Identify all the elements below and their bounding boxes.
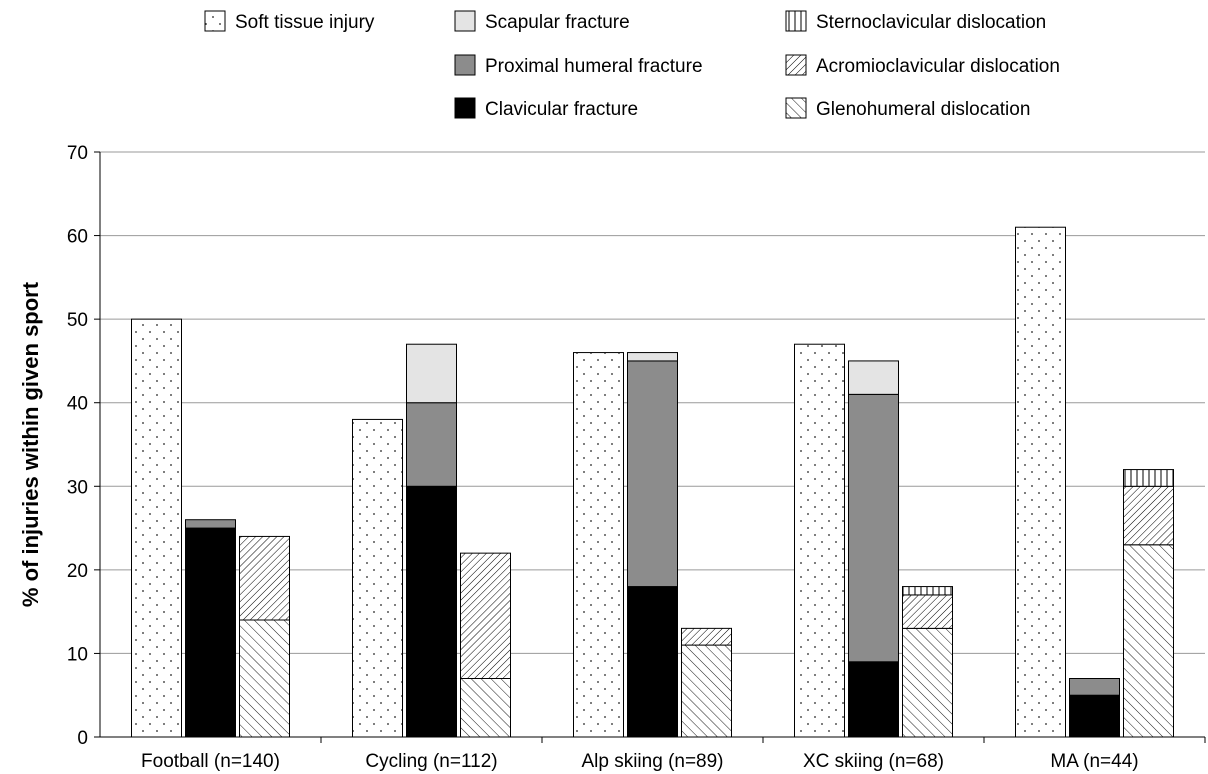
- y-tick-label-0: 0: [77, 728, 88, 749]
- legend-swatch-glenohumeral-dislocation: [785, 97, 807, 119]
- legend-swatch-acromioclavicular-dislocation: [785, 54, 807, 76]
- legend-label-glenohumeral-dislocation: Glenohumeral dislocation: [816, 99, 1030, 120]
- y-axis: 0 10 20 30 40 50 60 70: [67, 143, 101, 749]
- bar-alp-skiing-n-89-soft-tissue-injury: [573, 352, 624, 738]
- y-tick-label-20: 20: [67, 561, 88, 582]
- bar-xc-skiing-n-68-soft-tissue-injury: [794, 343, 845, 738]
- legend-swatch-scapular-fracture: [454, 10, 476, 32]
- y-tick-label-50: 50: [67, 310, 88, 331]
- bar-xc-skiing-n-68-sternoclavicular-dislocation: [902, 586, 953, 596]
- x-tick-label-cycling-n-112: Cycling (n=112): [365, 751, 497, 772]
- bar-cycling-n-112-scapular-fracture: [406, 343, 457, 404]
- y-tick-label-60: 60: [67, 227, 88, 248]
- legend-label-clavicular-fracture: Clavicular fracture: [485, 99, 638, 120]
- bar-cycling-n-112-glenohumeral-dislocation: [460, 678, 511, 738]
- legend-item-glenohumeral-dislocation: Glenohumeral dislocation: [785, 97, 1030, 120]
- bar-xc-skiing-n-68-glenohumeral-dislocation: [902, 627, 953, 738]
- y-tick-label-40: 40: [67, 394, 88, 415]
- bar-xc-skiing-n-68-clavicular-fracture: [848, 661, 899, 738]
- bars: [131, 226, 1174, 738]
- bar-ma-n-44-proximal-humeral-fracture: [1069, 678, 1120, 696]
- bar-cycling-n-112-clavicular-fracture: [406, 485, 457, 738]
- legend-label-scapular-fracture: Scapular fracture: [485, 12, 630, 33]
- bar-football-n-140-glenohumeral-dislocation: [239, 619, 290, 738]
- x-axis: Football (n=140) Cycling (n=112) Alp skiin…: [100, 736, 1206, 772]
- bar-ma-n-44-soft-tissue-injury: [1015, 226, 1066, 738]
- bar-alp-skiing-n-89-acromioclavicular-dislocation: [681, 627, 732, 646]
- bar-cycling-n-112-proximal-humeral-fracture: [406, 402, 457, 487]
- y-tick-label-70: 70: [67, 143, 88, 164]
- bar-xc-skiing-n-68-proximal-humeral-fracture: [848, 393, 899, 663]
- legend-swatch-sternoclavicular-dislocation: [785, 10, 807, 32]
- x-tick-label-football-n-140: Football (n=140): [141, 751, 280, 772]
- legend-item-acromioclavicular-dislocation: Acromioclavicular dislocation: [785, 54, 1060, 77]
- y-tick-label-30: 30: [67, 477, 88, 498]
- bar-football-n-140-proximal-humeral-fracture: [185, 519, 236, 529]
- bar-cycling-n-112-soft-tissue-injury: [352, 418, 403, 738]
- bar-alp-skiing-n-89-clavicular-fracture: [627, 586, 678, 738]
- bar-football-n-140-soft-tissue-injury: [131, 318, 182, 738]
- legend-swatch-clavicular-fracture: [454, 97, 476, 119]
- legend-item-proximal-humeral-fracture: Proximal humeral fracture: [454, 54, 703, 77]
- bar-ma-n-44-sternoclavicular-dislocation: [1123, 469, 1174, 487]
- bar-football-n-140-acromioclavicular-dislocation: [239, 535, 290, 621]
- legend: Soft tissue injury Scapular fracture Stern…: [204, 10, 1060, 120]
- bar-football-n-140-clavicular-fracture: [185, 527, 236, 738]
- bar-ma-n-44-clavicular-fracture: [1069, 694, 1120, 738]
- bar-ma-n-44-acromioclavicular-dislocation: [1123, 485, 1174, 546]
- legend-label-sternoclavicular-dislocation: Sternoclavicular dislocation: [816, 12, 1046, 33]
- legend-item-scapular-fracture: Scapular fracture: [454, 10, 630, 33]
- legend-item-sternoclavicular-dislocation: Sternoclavicular dislocation: [785, 10, 1046, 33]
- x-tick-label-alp-skiing-n-89: Alp skiing (n=89): [581, 751, 723, 772]
- legend-label-soft-tissue-injury: Soft tissue injury: [235, 12, 375, 33]
- legend-label-proximal-humeral-fracture: Proximal humeral fracture: [485, 56, 703, 77]
- legend-item-soft-tissue-injury: Soft tissue injury: [204, 10, 375, 33]
- bar-ma-n-44-glenohumeral-dislocation: [1123, 544, 1174, 738]
- x-tick-label-ma-n-44: MA (n=44): [1050, 751, 1138, 772]
- y-axis-label: % of injuries within given sport: [18, 281, 43, 607]
- bar-alp-skiing-n-89-glenohumeral-dislocation: [681, 644, 732, 738]
- bar-alp-skiing-n-89-proximal-humeral-fracture: [627, 360, 678, 588]
- legend-swatch-proximal-humeral-fracture: [454, 54, 476, 76]
- y-tick-label-10: 10: [67, 644, 88, 665]
- bar-xc-skiing-n-68-acromioclavicular-dislocation: [902, 594, 953, 629]
- bar-alp-skiing-n-89-scapular-fracture: [627, 352, 678, 362]
- legend-swatch-soft-tissue-injury: [204, 10, 226, 32]
- bar-xc-skiing-n-68-scapular-fracture: [848, 360, 899, 395]
- legend-label-acromioclavicular-dislocation: Acromioclavicular dislocation: [816, 56, 1060, 77]
- bar-cycling-n-112-acromioclavicular-dislocation: [460, 552, 511, 680]
- x-tick-label-xc-skiing-n-68: XC skiing (n=68): [803, 751, 944, 772]
- legend-item-clavicular-fracture: Clavicular fracture: [454, 97, 638, 120]
